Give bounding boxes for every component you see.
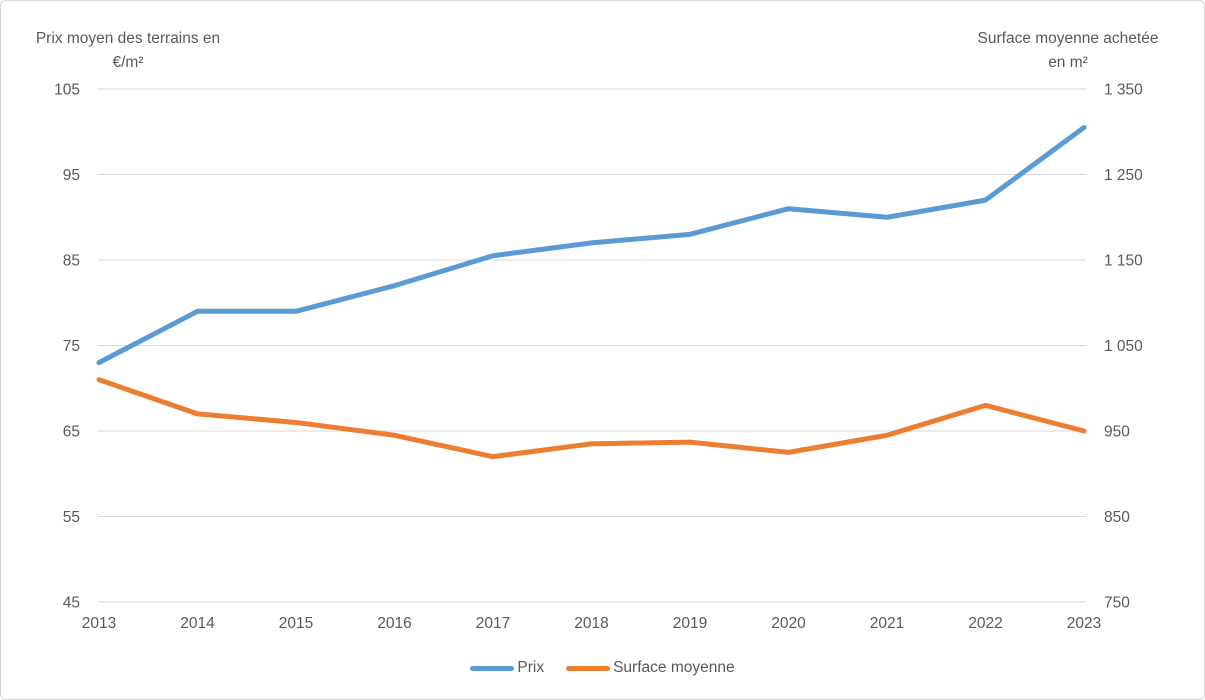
right-axis-tick-label: 850 <box>1104 509 1130 526</box>
series-line-surface-moyenne <box>96 377 1087 460</box>
left-axis-title: Prix moyen des terrains en €/m² <box>9 27 247 75</box>
left-axis-title-line1: Prix moyen des terrains en <box>35 30 221 47</box>
x-axis-tick-label: 2019 <box>673 615 707 632</box>
right-axis-title-line2: en m² <box>1048 54 1088 71</box>
legend-label-prix: Prix <box>517 659 545 676</box>
x-axis-tick-label: 2022 <box>968 615 1002 632</box>
x-axis-tick-label: 2021 <box>870 615 904 632</box>
right-axis-title: Surface moyenne achetée en m² <box>954 27 1182 75</box>
x-axis-tick-label: 2023 <box>1067 615 1101 632</box>
left-axis-tick-label: 65 <box>63 424 80 441</box>
left-axis-tick-label: 105 <box>54 82 80 99</box>
x-axis-tick-label: 2015 <box>279 615 313 632</box>
series-line-prix <box>96 124 1087 366</box>
right-axis-tick-label: 1 050 <box>1104 338 1143 355</box>
left-axis-tick-label: 55 <box>63 509 80 526</box>
x-axis-tick-label: 2018 <box>574 615 608 632</box>
x-axis-tick-label: 2020 <box>771 615 806 632</box>
chart-legend: Prix Surface moyenne <box>1 659 1204 677</box>
left-axis-tick-label: 45 <box>63 595 80 612</box>
x-axis-tick-label: 2014 <box>180 615 215 632</box>
legend-item-surface-moyenne: Surface moyenne <box>566 659 735 677</box>
x-axis-tick-label: 2016 <box>377 615 411 632</box>
legend-swatch-prix <box>470 665 515 671</box>
right-axis-tick-label: 1 150 <box>1104 253 1143 270</box>
right-axis-tick-label: 1 250 <box>1104 167 1143 184</box>
legend-label-surface-moyenne: Surface moyenne <box>613 659 735 676</box>
x-axis-tick-label: 2017 <box>476 615 510 632</box>
right-axis-tick-label: 750 <box>1104 595 1130 612</box>
legend-item-prix: Prix <box>470 659 544 677</box>
left-axis-tick-label: 75 <box>63 338 80 355</box>
x-axis-tick-label: 2013 <box>82 615 116 632</box>
left-axis-tick-label: 95 <box>63 167 80 184</box>
legend-swatch-surface-moyenne <box>566 665 611 671</box>
right-axis-tick-label: 1 350 <box>1104 82 1143 99</box>
right-axis-tick-label: 950 <box>1104 424 1130 441</box>
right-axis-title-line1: Surface moyenne achetée <box>977 30 1159 47</box>
left-axis-title-line2: €/m² <box>112 54 144 71</box>
left-axis-tick-label: 85 <box>63 253 80 270</box>
